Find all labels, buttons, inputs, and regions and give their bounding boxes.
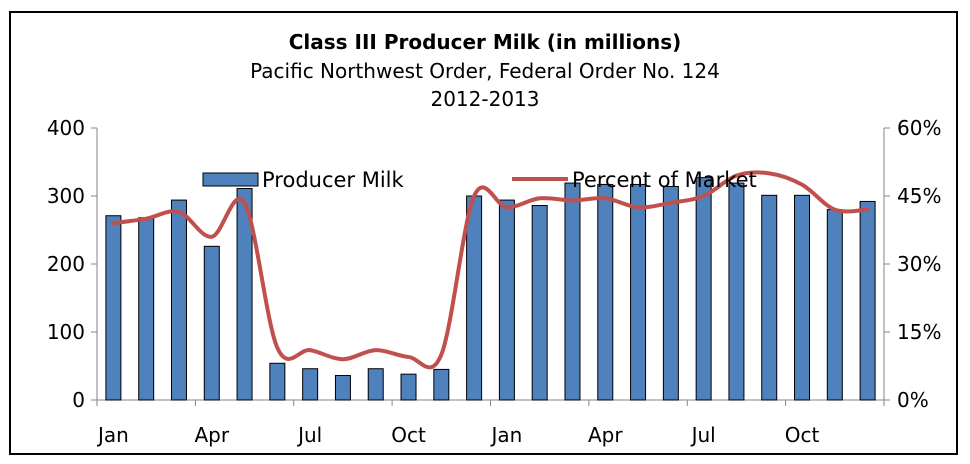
legend-swatch-producer-milk xyxy=(202,172,259,187)
bar xyxy=(662,185,679,401)
bar xyxy=(794,194,811,401)
bar xyxy=(138,217,155,401)
x-tick-label: Oct xyxy=(785,423,820,447)
bar xyxy=(302,368,319,401)
x-tick-label: Jan xyxy=(489,423,522,447)
chart-subtitle-years: 2012-2013 xyxy=(430,87,540,111)
bar xyxy=(761,194,778,401)
bar xyxy=(269,362,286,401)
chart-title: Class III Producer Milk (in millions) xyxy=(288,30,682,54)
bar xyxy=(433,368,450,401)
bar xyxy=(334,375,351,401)
y-right-tick-label: 45% xyxy=(897,184,941,208)
bar xyxy=(466,195,483,401)
bar xyxy=(531,205,548,401)
bar xyxy=(170,199,187,401)
legend-label-producer-milk: Producer Milk xyxy=(262,168,405,192)
x-tick-label: Jul xyxy=(296,423,322,447)
bar xyxy=(695,177,712,401)
x-tick-label: Apr xyxy=(588,423,623,447)
legend-label-percent-of-market: Percent of Market xyxy=(572,168,757,192)
y-left-tick-label: 300 xyxy=(47,184,85,208)
x-tick-label: Jan xyxy=(96,423,129,447)
bar xyxy=(498,199,515,401)
bar xyxy=(859,200,876,401)
y-left-tick-label: 0 xyxy=(72,388,85,412)
bar xyxy=(630,183,647,401)
x-tick-label: Oct xyxy=(391,423,426,447)
y-left-tick-label: 400 xyxy=(47,116,85,140)
bar xyxy=(203,245,220,401)
chart-subtitle: Pacific Northwest Order, Federal Order N… xyxy=(250,59,720,83)
y-right-tick-label: 60% xyxy=(897,116,941,140)
bar xyxy=(826,209,843,401)
x-tick-label: Apr xyxy=(194,423,229,447)
series-line-percent-of-market xyxy=(111,170,870,370)
y-right-tick-label: 0% xyxy=(897,388,929,412)
x-tick-label: Jul xyxy=(690,423,716,447)
y-left-tick-label: 200 xyxy=(47,252,85,276)
bar xyxy=(728,182,745,401)
bar xyxy=(367,368,384,401)
bar xyxy=(236,188,253,401)
y-right-tick-label: 15% xyxy=(897,320,941,344)
bar xyxy=(105,215,122,401)
y-right-tick-label: 30% xyxy=(897,252,941,276)
bar xyxy=(597,183,614,401)
bar xyxy=(564,182,581,401)
y-left-tick-label: 100 xyxy=(47,320,85,344)
bar xyxy=(400,373,417,401)
